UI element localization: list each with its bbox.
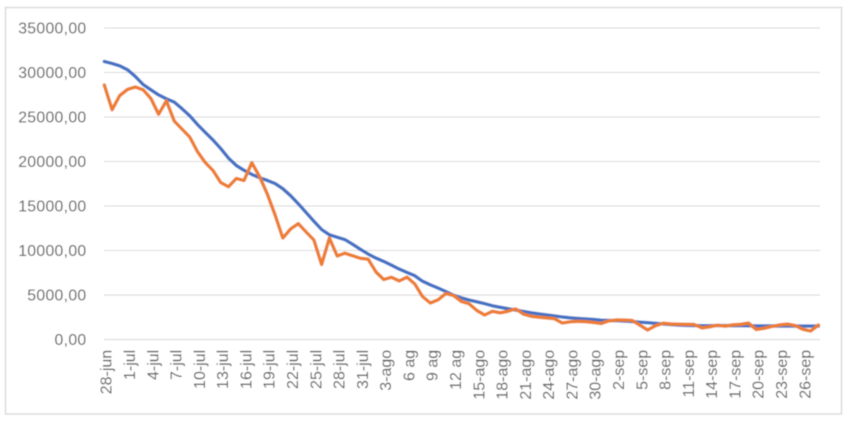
- svg-text:16-jul: 16-jul: [238, 350, 255, 389]
- svg-text:35000,00: 35000,00: [18, 20, 86, 37]
- svg-text:3-ago: 3-ago: [378, 350, 395, 391]
- svg-text:14-sep: 14-sep: [704, 350, 721, 399]
- svg-text:28-jul: 28-jul: [332, 350, 349, 389]
- svg-text:15000,00: 15000,00: [18, 198, 86, 215]
- svg-text:4-jul: 4-jul: [145, 350, 162, 380]
- svg-text:15-ago: 15-ago: [471, 350, 488, 400]
- svg-text:5-sep: 5-sep: [634, 350, 651, 390]
- svg-text:24-ago: 24-ago: [541, 350, 558, 400]
- svg-text:1-jul: 1-jul: [122, 350, 139, 380]
- svg-text:25-jul: 25-jul: [308, 350, 325, 389]
- svg-text:7-jul: 7-jul: [169, 350, 186, 380]
- svg-text:19-jul: 19-jul: [262, 350, 279, 389]
- svg-text:30000,00: 30000,00: [18, 65, 86, 82]
- svg-text:25000,00: 25000,00: [18, 109, 86, 126]
- svg-text:22-jul: 22-jul: [285, 350, 302, 389]
- svg-text:17-sep: 17-sep: [727, 350, 744, 399]
- svg-text:10000,00: 10000,00: [18, 243, 86, 260]
- svg-text:9 ag: 9 ag: [425, 350, 442, 381]
- svg-text:8-sep: 8-sep: [658, 350, 675, 390]
- svg-text:2-sep: 2-sep: [611, 350, 628, 390]
- svg-text:20-sep: 20-sep: [751, 350, 768, 399]
- svg-text:0,00: 0,00: [55, 332, 87, 349]
- svg-text:27-ago: 27-ago: [564, 350, 581, 400]
- svg-text:26-sep: 26-sep: [797, 350, 814, 399]
- svg-text:28-jun: 28-jun: [99, 350, 116, 394]
- svg-text:6 ag: 6 ag: [401, 350, 418, 381]
- svg-text:13-jul: 13-jul: [215, 350, 232, 389]
- svg-text:18-ago: 18-ago: [495, 350, 512, 400]
- svg-text:10-jul: 10-jul: [192, 350, 209, 389]
- svg-text:23-sep: 23-sep: [774, 350, 791, 399]
- svg-text:5000,00: 5000,00: [27, 288, 86, 305]
- svg-text:12 ag: 12 ag: [448, 350, 465, 390]
- svg-text:31-jul: 31-jul: [355, 350, 372, 389]
- svg-text:20000,00: 20000,00: [18, 154, 86, 171]
- svg-text:11-sep: 11-sep: [681, 350, 698, 398]
- svg-text:30-ago: 30-ago: [588, 350, 605, 400]
- svg-text:21-ago: 21-ago: [518, 350, 535, 400]
